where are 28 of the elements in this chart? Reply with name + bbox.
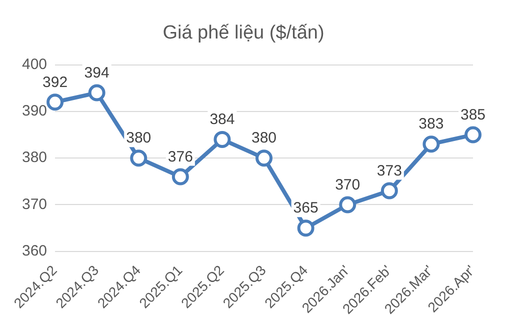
y-tick-label: 370 [22,196,48,213]
point [339,196,356,214]
data-label: 373 [376,162,402,180]
data-label: 370 [335,176,360,194]
y-tick-label: 360 [22,242,48,260]
point [297,220,314,237]
point [380,182,398,200]
data-label: 383 [418,116,444,133]
point [130,150,148,167]
data-label: 365 [293,200,318,217]
point [422,136,440,153]
chart-title: Giá phế liệu ($/tấn) [162,22,324,44]
y-tick-label: 390 [22,102,48,120]
point [256,150,273,167]
data-label: 380 [252,130,277,147]
data-label: 384 [210,111,235,128]
y-tick-label: 380 [22,149,48,166]
point [464,126,482,144]
point [172,168,189,186]
y-tick-label: 400 [22,56,48,73]
point [46,94,64,111]
data-label: 385 [460,106,486,124]
data-label: 380 [126,130,152,147]
point [214,130,231,148]
data-label: 376 [168,148,193,166]
data-label: 392 [42,74,68,91]
data-label: 394 [84,64,110,82]
point [88,84,106,102]
